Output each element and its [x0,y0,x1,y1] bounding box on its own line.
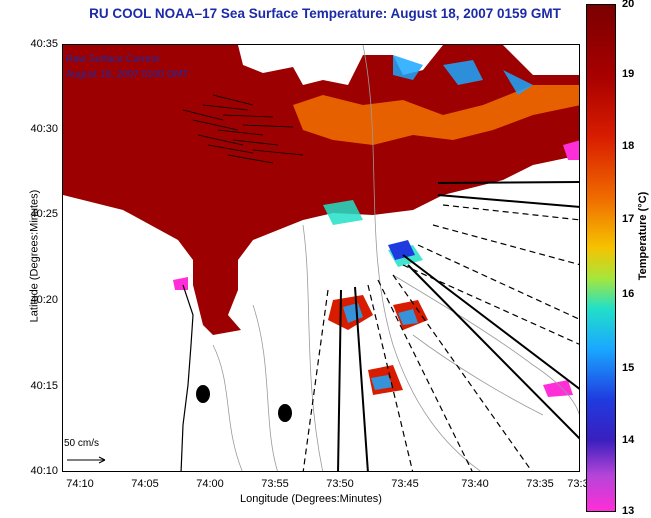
buoy-marker [196,385,210,403]
warm-water-region [63,45,579,335]
scale-label: 50 cm/s [64,438,100,449]
offshore-cool-patch [343,303,418,390]
buoy-marker [278,404,292,422]
y-axis-label: Latitude (Degrees:Minutes) [28,189,41,323]
x-tick-label: 73:40 [461,478,489,490]
x-axis-label: Longitude (Degrees:Minutes) [240,493,382,505]
temperature-colorbar [586,4,616,512]
colorbar-tick: 14 [622,434,635,446]
colorbar-tick: 16 [622,288,635,300]
legend-line: Raw Surface Current [66,54,160,65]
x-tick-label: 73:45 [391,478,419,490]
legend-line: August 18, 2007 0100 GMT [66,69,189,80]
x-tick-label: 73:55 [261,478,289,490]
y-tick-label: 40:30 [30,123,58,135]
transect-line [302,204,579,471]
coastline [180,284,194,471]
surface-current-vectors [182,94,304,164]
x-tick-label: 74:05 [131,478,159,490]
colorbar-tick: 13 [622,505,635,517]
x-tick-label: 74:00 [196,478,224,490]
colorbar-tick: 19 [622,68,635,80]
sst-map [63,45,579,471]
thermal-front-band [293,85,579,145]
x-tick-label: 73:3 [567,478,589,490]
colorbar-tick: 15 [622,362,635,374]
map-title: RU COOL NOAA–17 Sea Surface Temperature:… [89,6,561,21]
scale-arrowhead [98,456,106,464]
y-tick-label: 40:35 [30,38,58,50]
x-tick-label: 73:35 [526,478,554,490]
colorbar-tick: 17 [622,213,635,225]
map-plot-area[interactable] [62,44,580,472]
x-tick-label: 74:10 [66,478,94,490]
y-tick-label: 40:20 [30,294,58,306]
bathymetry-contour [212,45,481,471]
bathymetry-contour [392,274,579,416]
transect-line [337,181,579,471]
y-tick-label: 40:15 [30,380,58,392]
x-tick-label: 73:50 [326,478,354,490]
cool-water-patch [393,55,533,95]
cool-water-patch [388,240,415,260]
y-tick-label: 40:25 [30,208,58,220]
y-tick-label: 40:10 [30,465,58,477]
current-legend: Raw Surface Current August 18, 2007 0100… [66,52,189,82]
colorbar-label: Temperature (°C) [637,191,649,281]
colorbar-tick: 18 [622,140,635,152]
colorbar-tick: 20 [622,0,635,10]
